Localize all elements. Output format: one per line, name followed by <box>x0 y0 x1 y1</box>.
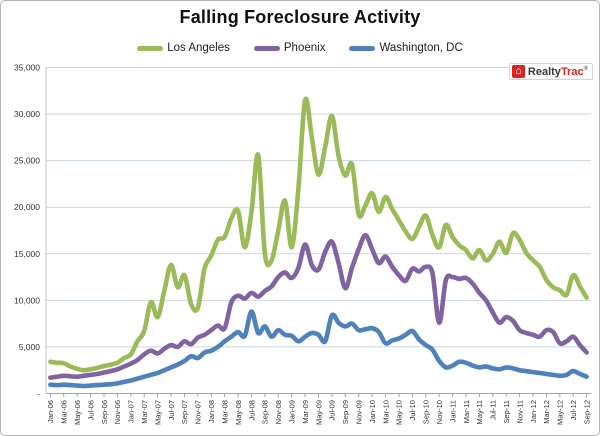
series-line-phoenix <box>48 232 589 380</box>
y-axis-tick-label: 35,000 <box>14 63 40 73</box>
x-axis-tick-label: Sep-07 <box>180 400 189 424</box>
x-axis-tick-label: Jan-10 <box>368 400 377 423</box>
x-axis-tick-label: Sep-08 <box>261 400 270 424</box>
x-axis-tick-label: Jan-07 <box>127 400 136 423</box>
x-axis-tick-label: Mar-07 <box>140 400 149 424</box>
x-axis-tick-label: Jul-07 <box>167 400 176 420</box>
x-axis-tick-label: May-11 <box>475 400 484 424</box>
legend-item-washington-dc: Washington, DC <box>349 42 463 54</box>
house-icon: ⌂ <box>511 65 525 78</box>
x-axis-tick-label: Jul-06 <box>86 400 95 420</box>
legend-swatch-washington-dc-icon <box>349 45 376 51</box>
y-axis-tick-label: 5,000 <box>19 342 41 352</box>
x-axis-tick-label: Sep-09 <box>341 400 350 424</box>
y-axis-tick-label: 25,000 <box>14 156 40 166</box>
y-axis-tick-label: 20,000 <box>14 202 40 212</box>
x-axis-tick-label: Nov-08 <box>274 400 283 424</box>
x-axis-tick-label: Nov-09 <box>355 400 364 424</box>
x-axis-tick-label: Nov-06 <box>113 400 122 424</box>
x-axis-tick-label: May-12 <box>556 400 565 425</box>
x-axis-tick-label: Jul-12 <box>569 400 578 420</box>
realtytrac-logo: ⌂ Realty Trac ® <box>508 63 593 80</box>
y-axis-tick-label: 15,000 <box>14 249 40 259</box>
x-axis-tick-label: May-07 <box>153 400 162 425</box>
x-axis-tick-label: Mar-10 <box>381 400 390 424</box>
series-line-washington-dc <box>48 309 589 389</box>
chart-legend: Los Angeles Phoenix Washington, DC <box>1 42 599 54</box>
x-axis-tick-label: Sep-10 <box>422 400 431 424</box>
legend-label-los-angeles: Los Angeles <box>167 42 230 54</box>
logo-text-realty: Realty <box>527 65 561 78</box>
x-axis-tick-label: Jan-08 <box>207 400 216 423</box>
chart-title: Falling Foreclosure Activity <box>179 7 421 27</box>
x-axis-tick-label: Jan-09 <box>287 400 296 423</box>
legend-item-phoenix: Phoenix <box>253 42 326 54</box>
x-axis-tick-label: May-06 <box>73 400 82 425</box>
x-axis-tick-label: Nov-10 <box>435 400 444 424</box>
x-axis-tick-label: Jul-08 <box>247 400 256 420</box>
legend-label-washington-dc: Washington, DC <box>379 42 463 54</box>
x-axis-tick-label: Jul-09 <box>328 400 337 420</box>
y-axis-tick-label: - <box>37 389 40 399</box>
legend-swatch-los-angeles-icon <box>137 45 164 51</box>
x-axis-tick-label: May-08 <box>234 400 243 425</box>
x-axis-tick-label: Nov-11 <box>515 400 524 424</box>
x-axis-tick-label: May-09 <box>314 400 323 425</box>
x-axis-tick-label: Jul-11 <box>489 400 498 420</box>
y-axis-tick-label: 10,000 <box>14 295 40 305</box>
series-line-los-angeles <box>48 96 589 373</box>
x-axis-tick-label: Sep-06 <box>100 400 109 424</box>
x-axis-tick-label: Jan-11 <box>448 400 457 422</box>
x-axis-tick-label: Sep-11 <box>502 400 511 424</box>
x-axis-tick-label: Mar-09 <box>301 400 310 424</box>
legend-swatch-phoenix-icon <box>253 45 280 51</box>
x-axis-tick-label: May-10 <box>395 400 404 425</box>
x-axis-tick-label: Mar-12 <box>542 400 551 424</box>
x-axis-tick-label: Nov-07 <box>194 400 203 424</box>
legend-label-phoenix: Phoenix <box>283 42 326 54</box>
x-axis-tick-label: Mar-11 <box>462 400 471 423</box>
legend-item-los-angeles: Los Angeles <box>137 42 230 54</box>
x-axis-tick-label: Mar-06 <box>60 400 69 424</box>
registered-mark: ® <box>583 66 588 72</box>
x-axis-tick-label: Mar-08 <box>220 400 229 424</box>
y-axis-tick-label: 30,000 <box>14 109 40 119</box>
x-axis-tick-label: Jan-12 <box>529 400 538 423</box>
x-axis-tick-label: Jan-06 <box>46 400 55 423</box>
x-axis-tick-label: Sep-12 <box>582 400 591 424</box>
x-axis-tick-label: Jul-10 <box>408 400 417 420</box>
logo-text-trac: Trac <box>560 65 584 78</box>
